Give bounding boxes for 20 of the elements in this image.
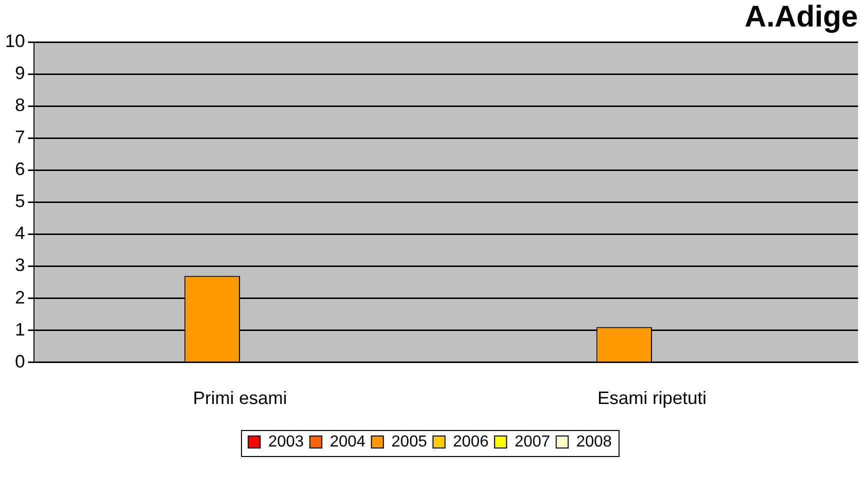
y-tick-label: 3 [15, 255, 26, 276]
y-tick-label: 1 [15, 319, 26, 340]
y-tick-label: 7 [15, 127, 26, 148]
y-tick-label: 0 [15, 351, 26, 372]
legend-label: 2003 [268, 433, 304, 450]
y-tick-label: 4 [15, 223, 26, 244]
x-tick-label: Primi esami [193, 388, 288, 408]
y-tick-label: 8 [15, 95, 26, 116]
y-tick-label: 5 [15, 191, 26, 212]
y-tick-label: 10 [4, 30, 26, 51]
legend-label: 2007 [514, 433, 550, 450]
chart-title: A.Adige [744, 0, 858, 34]
legend-label: 2004 [330, 433, 366, 450]
x-tick-label: Esami ripetuti [597, 388, 707, 408]
y-tick-label: 6 [15, 159, 26, 180]
legend-label: 2008 [576, 433, 612, 450]
legend-label: 2006 [453, 433, 489, 450]
y-tick-label: 9 [15, 63, 26, 84]
legend-label: 2005 [391, 433, 428, 450]
y-tick-label: 2 [15, 287, 26, 308]
